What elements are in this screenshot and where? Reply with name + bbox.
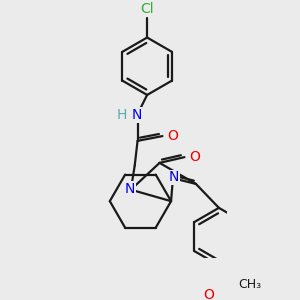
Text: N: N bbox=[131, 108, 142, 122]
Text: O: O bbox=[203, 288, 214, 300]
Text: N: N bbox=[125, 182, 135, 196]
Text: CH₃: CH₃ bbox=[238, 278, 261, 291]
Text: O: O bbox=[190, 150, 200, 164]
Text: O: O bbox=[167, 129, 178, 143]
Text: N: N bbox=[169, 170, 179, 184]
Text: H: H bbox=[117, 108, 128, 122]
Text: Cl: Cl bbox=[140, 2, 154, 16]
